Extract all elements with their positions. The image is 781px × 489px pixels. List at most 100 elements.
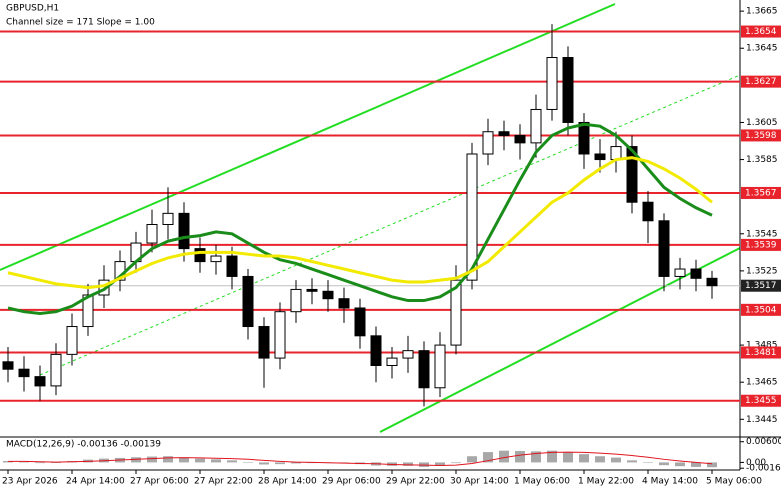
y-tick-label: 1.3645 xyxy=(746,44,778,54)
level-label-box xyxy=(741,394,781,407)
candle-body xyxy=(562,57,574,123)
macd-bar xyxy=(643,462,653,463)
candle-body xyxy=(626,146,638,203)
y-tick-label: 1.3605 xyxy=(746,118,778,128)
candle-body xyxy=(18,368,30,378)
candle-body xyxy=(578,121,590,155)
macd-bar xyxy=(275,462,285,465)
chart-title: GBPUSD,H1 xyxy=(6,4,59,14)
x-tick-label: 28 Apr 14:00 xyxy=(258,477,317,487)
last-price-box xyxy=(741,279,781,292)
level-label: 1.3455 xyxy=(745,396,777,406)
level-label-box xyxy=(741,346,781,359)
macd-bar xyxy=(531,451,541,463)
candle-body xyxy=(546,57,558,110)
macd-bar xyxy=(51,462,61,463)
level-label-box xyxy=(741,186,781,199)
candle-body xyxy=(290,288,302,313)
x-tick-label: 4 May 14:00 xyxy=(642,477,698,487)
macd-bar xyxy=(451,462,461,464)
y-tick-label: 0.00600 xyxy=(746,437,781,447)
candle-body xyxy=(2,361,14,370)
channel-upper xyxy=(0,3,616,271)
candle-body xyxy=(482,131,494,155)
y-tick-label: 1.3585 xyxy=(746,155,778,165)
macd-bar xyxy=(131,457,141,463)
level-label: 1.3654 xyxy=(745,27,777,37)
macd-title: MACD(12,26,9) -0.00136 -0.00139 xyxy=(6,440,161,450)
x-tick-label: 1 May 06:00 xyxy=(514,477,570,487)
macd-bar xyxy=(147,456,157,463)
macd-bar xyxy=(227,460,237,463)
candle-body xyxy=(690,268,702,279)
candle-body xyxy=(82,294,94,328)
candle-body xyxy=(226,255,238,277)
x-tick-label: 27 Apr 22:00 xyxy=(194,477,253,487)
macd-bar xyxy=(179,457,189,463)
candle-body xyxy=(706,277,718,287)
y-tick-label: 1.3665 xyxy=(746,7,778,17)
macd-bar xyxy=(163,456,173,463)
x-tick-label: 24 Apr 14:00 xyxy=(66,477,125,487)
macd-bar xyxy=(19,461,29,463)
candle-body xyxy=(594,153,606,161)
candle-body xyxy=(386,357,398,366)
channel-middle xyxy=(39,74,741,376)
candle-body xyxy=(418,350,430,389)
x-tick-label: 27 Apr 06:00 xyxy=(130,477,189,487)
y-tick-label: 1.3465 xyxy=(746,378,778,388)
y-tick-label: 1.3545 xyxy=(746,229,778,239)
candle-body xyxy=(194,248,206,263)
moving-average xyxy=(7,122,713,316)
macd-bar xyxy=(659,462,669,466)
level-label: 1.3539 xyxy=(745,240,777,250)
y-tick-label: 1.3485 xyxy=(746,341,778,351)
x-tick-label: 29 Apr 06:00 xyxy=(322,477,381,487)
candle-body xyxy=(178,212,190,250)
macd-bar xyxy=(483,452,493,463)
candle-body xyxy=(674,268,686,277)
candle-body xyxy=(50,353,62,387)
x-tick-label: 30 Apr 14:00 xyxy=(450,477,509,487)
macd-bar xyxy=(259,462,269,465)
macd-bar xyxy=(243,462,253,463)
level-label: 1.3627 xyxy=(745,77,777,87)
candle-body xyxy=(210,255,222,263)
y-tick-label: 1.3445 xyxy=(746,415,778,425)
level-label-box xyxy=(741,303,781,316)
macd-bar xyxy=(547,450,557,463)
macd-bar xyxy=(291,462,301,464)
candle-body xyxy=(434,344,446,389)
candle-body xyxy=(450,279,462,346)
candle-body xyxy=(642,201,654,222)
level-label: 1.3504 xyxy=(745,305,777,315)
candle-body xyxy=(66,326,78,355)
macd-bar xyxy=(195,458,205,463)
macd-bar xyxy=(627,460,637,463)
x-tick-label: 29 Apr 22:00 xyxy=(386,477,445,487)
macd-bar xyxy=(691,462,701,467)
macd-bar xyxy=(707,462,717,468)
candle-body xyxy=(162,212,174,225)
macd-bar xyxy=(403,462,413,466)
candle-body xyxy=(242,275,254,328)
candle-body xyxy=(322,290,334,300)
y-tick-label: -0.00168 xyxy=(746,464,781,474)
macd-bar xyxy=(563,452,573,463)
level-label-box xyxy=(741,129,781,142)
moving-average xyxy=(7,156,713,290)
candle-body xyxy=(402,350,414,359)
candle-body xyxy=(306,288,318,292)
candle-body xyxy=(658,220,670,277)
candle-body xyxy=(146,223,158,244)
macd-bar xyxy=(35,462,45,464)
level-label-box xyxy=(741,75,781,88)
x-tick-label: 5 May 06:00 xyxy=(706,477,762,487)
macd-bar xyxy=(435,462,445,466)
level-label: 1.3598 xyxy=(745,131,777,141)
macd-bar xyxy=(595,456,605,463)
candle-body xyxy=(258,326,270,359)
macd-bar xyxy=(499,450,509,463)
